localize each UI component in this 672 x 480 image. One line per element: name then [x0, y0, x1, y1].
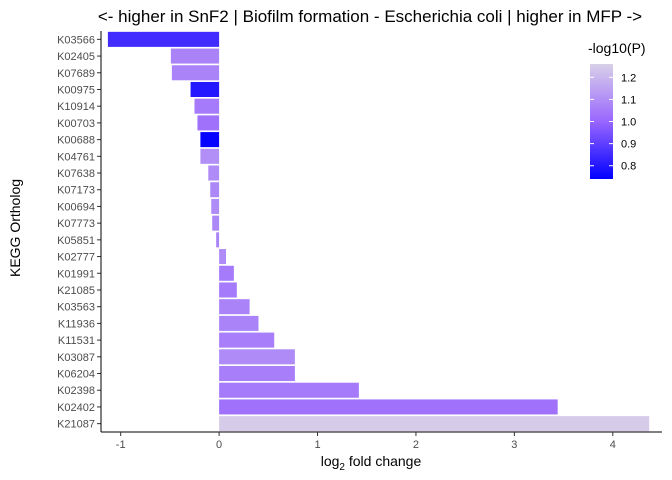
y-tick-label: K02405	[57, 51, 95, 63]
legend-tick-label: 1.2	[621, 72, 636, 84]
y-tick-label: K02398	[57, 385, 95, 397]
y-tick-label: K00703	[57, 118, 95, 130]
bar-K00975	[190, 81, 220, 97]
y-axis: K03566 K02405 K07689 K00975 K10914 K00703 K006…	[57, 31, 102, 432]
legend-title: -log10(P)	[588, 40, 646, 56]
bar-K00688	[200, 132, 220, 148]
y-tick-label: K05851	[57, 235, 95, 247]
bar-K00694	[211, 198, 220, 214]
chart-title: <- higher in SnF2 | Biofilm formation - …	[98, 7, 642, 26]
legend-tick-label: 0.9	[621, 139, 636, 151]
bar-K02398	[219, 382, 359, 398]
bar-K03566	[107, 31, 220, 47]
x-tick-label: -1	[116, 439, 126, 451]
legend-colorbar	[590, 64, 613, 179]
x-tick-label: 1	[314, 439, 320, 451]
bar-K07689	[171, 65, 220, 81]
plot-area	[107, 31, 650, 432]
x-tick-label: 4	[610, 439, 616, 451]
x-tick-label: 0	[216, 439, 222, 451]
x-tick-label: 3	[511, 439, 517, 451]
bar-K07173	[210, 182, 220, 198]
bar-K00703	[197, 115, 220, 131]
legend-tick-label: 0.8	[621, 161, 636, 173]
y-tick-label: K00694	[57, 201, 95, 213]
legend-tick-label: 1.0	[621, 117, 636, 129]
y-tick-label: K07689	[57, 68, 95, 80]
color-legend: -log10(P) 0.8 0.9 1.0 1.1 1.2	[588, 40, 646, 179]
y-tick-label: K21085	[57, 285, 95, 297]
legend-tick-label: 1.1	[621, 94, 636, 106]
bar-K10914	[194, 98, 220, 114]
bar-K03087	[219, 349, 295, 365]
bar-K05851	[216, 232, 220, 248]
y-tick-label: K00688	[57, 135, 95, 147]
y-tick-label: K04761	[57, 151, 95, 163]
y-tick-label: K07638	[57, 168, 95, 180]
y-tick-label: K10914	[57, 101, 95, 113]
bar-K21085	[219, 282, 237, 298]
x-axis-title: log2 fold change	[321, 453, 422, 473]
y-tick-label: K07773	[57, 218, 95, 230]
x-axis: -1 0 1 2 3 4	[101, 431, 662, 451]
bar-K04761	[200, 148, 220, 164]
y-tick-label: K00975	[57, 84, 95, 96]
y-tick-label: K21087	[57, 419, 95, 431]
bar-K01991	[219, 265, 234, 281]
bar-K06204	[219, 366, 295, 382]
bar-K02402	[219, 399, 558, 415]
bar-K02405	[170, 48, 220, 64]
y-tick-label: K03563	[57, 302, 95, 314]
y-tick-label: K11936	[58, 318, 95, 330]
y-tick-label: K03566	[57, 34, 95, 46]
y-tick-label: K06204	[57, 369, 95, 381]
bar-K03563	[219, 299, 250, 315]
bar-K07638	[208, 165, 220, 181]
y-tick-label: K07173	[57, 185, 95, 197]
y-tick-label: K02777	[57, 252, 95, 264]
y-tick-label: K03087	[57, 352, 95, 364]
bar-K11531	[219, 332, 275, 348]
bar-K07773	[212, 215, 220, 231]
bar-K11936	[219, 315, 259, 331]
x-tick-label: 2	[413, 439, 419, 451]
y-tick-label: K11531	[58, 335, 95, 347]
y-tick-label: K02402	[57, 402, 95, 414]
y-tick-label: K01991	[57, 268, 95, 280]
bar-K02777	[219, 249, 226, 265]
y-axis-title: KEGG Ortholog	[7, 179, 23, 277]
bar-K21087	[219, 416, 650, 432]
